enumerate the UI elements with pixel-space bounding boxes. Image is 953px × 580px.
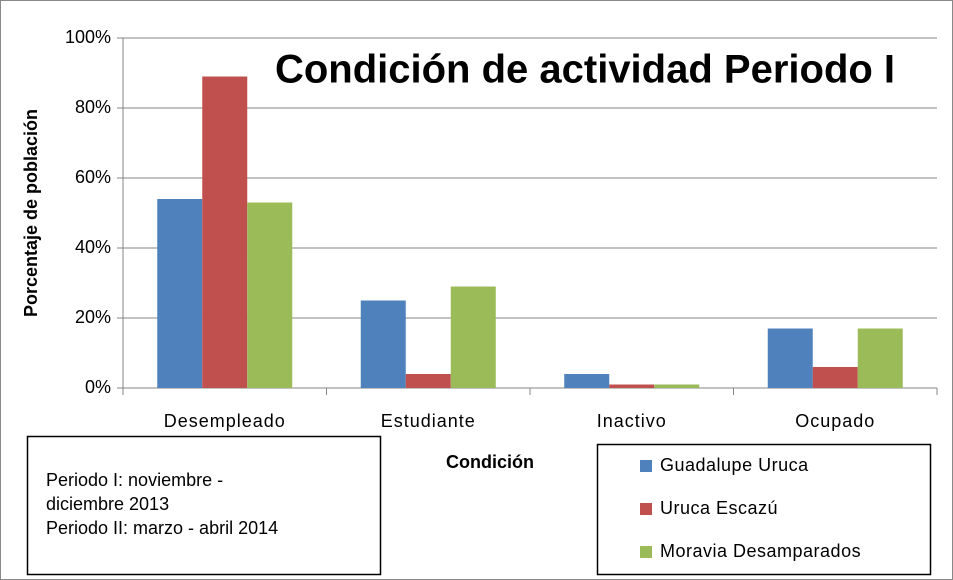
x-tick-label: Ocupado bbox=[795, 411, 875, 431]
annotation-box bbox=[26, 435, 382, 576]
x-tick-label: Estudiante bbox=[381, 411, 476, 431]
legend-box bbox=[596, 443, 932, 576]
legend-swatch bbox=[640, 546, 652, 558]
bar bbox=[360, 300, 406, 388]
bar bbox=[767, 328, 813, 388]
y-tick-label: 100% bbox=[65, 27, 111, 47]
x-tick-label: Inactivo bbox=[597, 411, 667, 431]
legend-label: Guadalupe Uruca bbox=[660, 455, 809, 475]
legend-swatch bbox=[640, 503, 652, 515]
y-tick-label: 60% bbox=[75, 167, 111, 187]
bar bbox=[247, 202, 293, 388]
y-axis-title: Porcentaje de población bbox=[21, 109, 41, 317]
bar bbox=[450, 286, 496, 388]
annotation-line: diciembre 2013 bbox=[46, 494, 169, 514]
legend-swatch bbox=[640, 460, 652, 472]
bar bbox=[812, 367, 858, 388]
bar bbox=[405, 374, 451, 388]
annotation-line: Periodo II: marzo - abril 2014 bbox=[46, 518, 278, 538]
chart-title: Condición de actividad Periodo I bbox=[275, 48, 895, 92]
x-axis-title: Condición bbox=[446, 452, 534, 472]
y-tick-label: 20% bbox=[75, 307, 111, 327]
x-tick-label: Desempleado bbox=[164, 411, 286, 431]
bar bbox=[157, 199, 203, 388]
y-tick-label: 0% bbox=[85, 377, 111, 397]
bar bbox=[857, 328, 903, 388]
legend-label: Moravia Desamparados bbox=[660, 541, 861, 561]
bar bbox=[654, 384, 700, 388]
y-tick-label: 40% bbox=[75, 237, 111, 257]
y-tick-label: 80% bbox=[75, 97, 111, 117]
bar bbox=[564, 374, 610, 388]
bar bbox=[609, 384, 655, 388]
bar bbox=[202, 76, 248, 388]
legend-label: Uruca Escazú bbox=[660, 498, 778, 518]
annotation-line: Periodo I: noviembre - bbox=[46, 470, 223, 490]
